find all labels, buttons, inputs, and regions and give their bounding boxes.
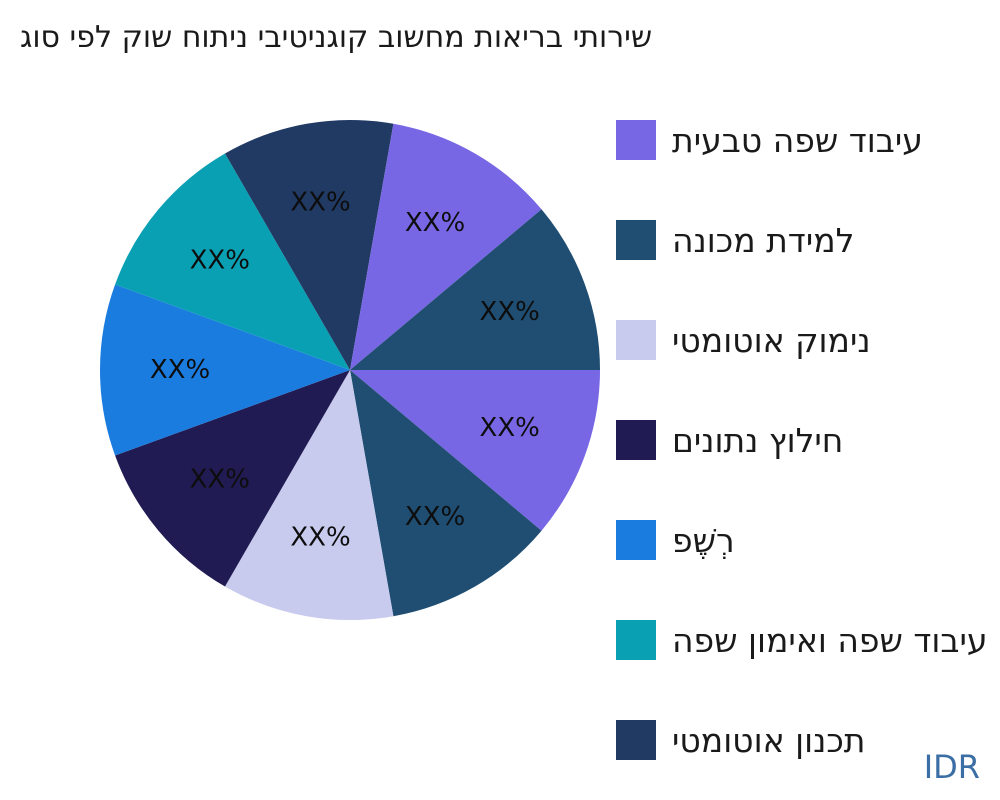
slice-label: XX% <box>405 208 465 238</box>
legend-label: למידת מכונה <box>672 220 855 260</box>
pie-slice <box>115 153 350 370</box>
legend-label: עיבוד שפה ואימון שפה <box>672 620 988 660</box>
slice-label: XX% <box>150 355 210 385</box>
legend-swatch <box>616 120 656 160</box>
legend-label: רְשֶׁפ <box>672 520 735 560</box>
slice-label: XX% <box>290 188 350 218</box>
pie-slice <box>350 209 600 370</box>
legend: עיבוד שפה טבעית למידת מכונה נימוק אוטומטי ח… <box>616 120 988 800</box>
legend-swatch <box>616 320 656 360</box>
slice-label: XX% <box>405 502 465 532</box>
legend-item: נימוק אוטומטי <box>616 320 988 360</box>
legend-item: עיבוד שפה ואימון שפה <box>616 620 988 660</box>
slice-label: XX% <box>480 297 540 327</box>
legend-label: חילוץ נתונים <box>672 420 844 460</box>
pie-slice <box>225 120 394 370</box>
watermark-idr: IDR <box>923 748 980 786</box>
slice-label: XX% <box>190 246 250 276</box>
slice-label: XX% <box>290 522 350 552</box>
legend-swatch <box>616 620 656 660</box>
pie-slice <box>115 370 350 587</box>
legend-swatch <box>616 220 656 260</box>
pie-slice <box>225 370 394 620</box>
legend-item: חילוץ נתונים <box>616 420 988 460</box>
legend-label: נימוק אוטומטי <box>672 320 871 360</box>
legend-label: תכנון אוטומטי <box>672 720 866 760</box>
pie-slice <box>350 370 600 531</box>
legend-item: למידת מכונה <box>616 220 988 260</box>
pie-slice <box>100 284 351 456</box>
slice-label: XX% <box>480 413 540 443</box>
chart-title: שירותי בריאות מחשוב קוגניטיבי ניתוח שוק … <box>20 20 653 55</box>
legend-swatch <box>616 420 656 460</box>
legend-swatch <box>616 520 656 560</box>
legend-item: תכנון אוטומטי <box>616 720 988 760</box>
legend-swatch <box>616 720 656 760</box>
legend-label: עיבוד שפה טבעית <box>672 120 923 160</box>
pie-slice <box>350 370 542 617</box>
legend-item: רְשֶׁפ <box>616 520 988 560</box>
pie-slice <box>350 123 542 370</box>
slice-label: XX% <box>190 464 250 494</box>
legend-item: עיבוד שפה טבעית <box>616 120 988 160</box>
